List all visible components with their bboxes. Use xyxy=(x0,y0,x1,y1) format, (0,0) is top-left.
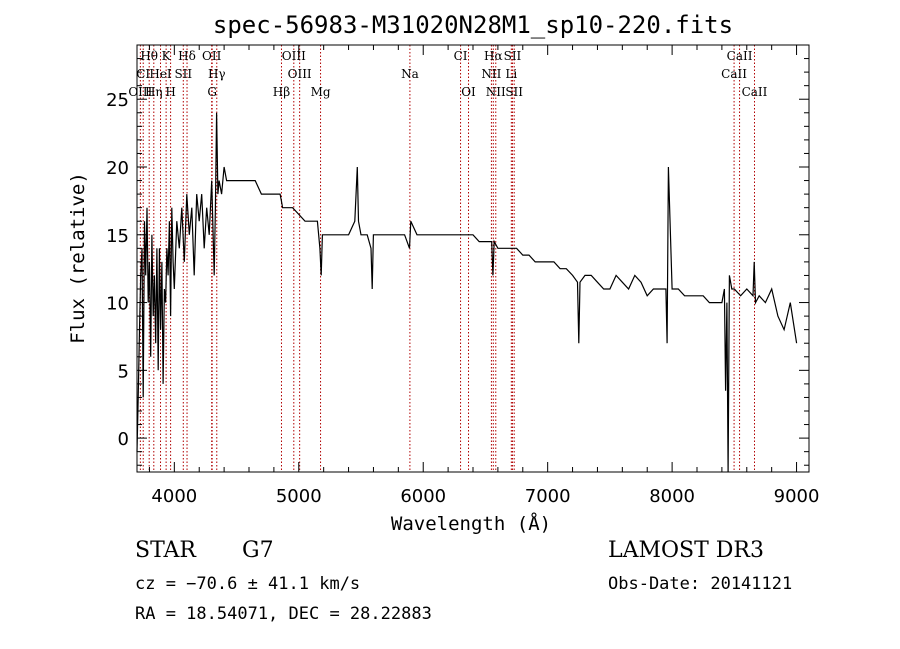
x-tick-label: 6000 xyxy=(400,486,446,507)
y-tick-label: 15 xyxy=(106,226,129,247)
axis-ticks xyxy=(137,45,809,472)
y-tick-label: 25 xyxy=(106,90,129,111)
x-axis-label: Wavelength (Å) xyxy=(391,512,551,535)
marker-label-hβ: Hβ xyxy=(273,85,290,99)
chart-title: spec-56983-M31020N28M1_sp10-220.fits xyxy=(213,11,733,39)
spectrum-series-line xyxy=(136,112,798,473)
object-class: STAR xyxy=(135,538,196,563)
marker-label-oiii: OIII xyxy=(128,85,152,99)
x-tick-label: 7000 xyxy=(525,486,571,507)
x-tick-label: 9000 xyxy=(774,486,820,507)
marker-label-caii: CaII xyxy=(721,67,747,81)
observation-date: Obs-Date: 20141121 xyxy=(608,574,793,594)
marker-label-li: Li xyxy=(505,67,517,81)
object-subclass: G7 xyxy=(242,538,274,563)
marker-label-oiii: OIII xyxy=(282,49,306,63)
marker-label-na: Na xyxy=(401,67,419,81)
redshift-cz: cz = −70.6 ± 41.1 km/s xyxy=(135,574,361,594)
marker-label-g: G xyxy=(207,85,217,99)
x-tick-label: 5000 xyxy=(276,486,322,507)
marker-label-hδ: Hδ xyxy=(178,49,196,63)
marker-label-hei: HeI xyxy=(149,67,172,81)
plot-frame xyxy=(136,44,810,473)
y-axis-label: Flux (relative) xyxy=(67,172,89,344)
survey-name: LAMOST DR3 xyxy=(608,538,764,563)
y-tick-label: 5 xyxy=(118,361,129,382)
marker-label-sii: SII xyxy=(505,85,523,99)
marker-label-oiii: OIII xyxy=(288,67,312,81)
marker-label-nii: NII xyxy=(486,85,506,99)
y-tick-label: 0 xyxy=(118,429,129,450)
marker-label-mg: Mg xyxy=(311,85,331,99)
x-tick-label: 8000 xyxy=(649,486,695,507)
y-tick-label: 10 xyxy=(106,294,129,315)
marker-label-hθ: Hθ xyxy=(140,49,158,63)
marker-label-ci: CI xyxy=(136,67,150,81)
y-tick-label: 20 xyxy=(106,158,129,179)
marker-label-caii: CaII xyxy=(742,85,768,99)
marker-label-sii: SII xyxy=(504,49,522,63)
marker-label-sii: SII xyxy=(174,67,192,81)
marker-label-hα: Hα xyxy=(484,49,503,63)
marker-label-h: H xyxy=(165,85,175,99)
marker-label-oii: OII xyxy=(202,49,222,63)
marker-label-hη: Hη xyxy=(145,85,163,99)
marker-label-k: K xyxy=(162,49,172,63)
emission-line-markers xyxy=(139,45,755,472)
marker-label-caii: CaII xyxy=(727,49,753,63)
marker-label-ci: CI xyxy=(454,49,468,63)
axis-tick-labels: 4000 5000 6000 7000 8000 9000 0 5 10 15 20 25 xyxy=(106,90,819,507)
x-tick-label: 4000 xyxy=(151,486,197,507)
marker-label-hγ: Hγ xyxy=(208,67,226,81)
marker-label-oi: OI xyxy=(461,85,476,99)
marker-label-nii: NII xyxy=(481,67,501,81)
ra-dec-coordinates: RA = 18.54071, DEC = 28.22883 xyxy=(135,604,432,624)
